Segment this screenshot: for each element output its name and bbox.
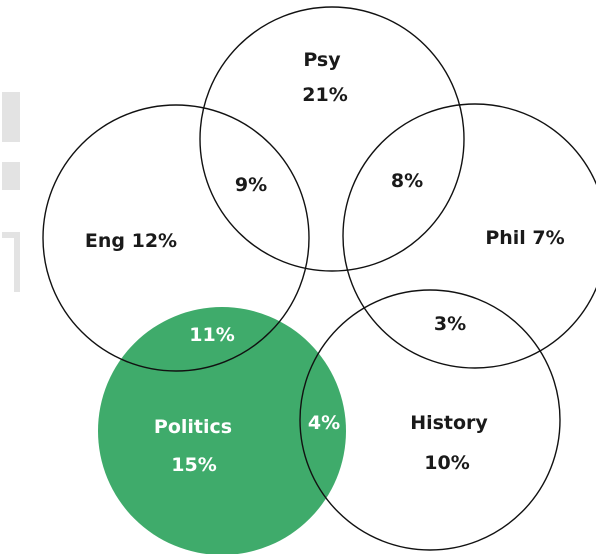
psy-name-label: Psy [303, 49, 341, 71]
phil-label: Phil 7% [485, 227, 564, 249]
psy-circle [199, 6, 465, 272]
artifact-block-1 [2, 92, 20, 142]
phil-history-overlap-label: 3% [434, 313, 466, 335]
history-value-label: 10% [424, 452, 469, 474]
psy-eng-overlap-label: 9% [235, 174, 267, 196]
politics-value-label: 15% [171, 454, 216, 476]
artifact-block-3 [2, 232, 20, 238]
artifact-block-4 [14, 232, 20, 292]
left-edge-artifacts [2, 92, 20, 292]
politics-name-label: Politics [154, 416, 232, 438]
artifact-block-2 [2, 162, 20, 190]
psy-value-label: 21% [302, 84, 347, 106]
politics-history-overlap-label: 4% [308, 412, 340, 434]
history-circle [299, 289, 561, 551]
eng-label: Eng 12% [85, 230, 177, 252]
psy-phil-overlap-label: 8% [391, 170, 423, 192]
politics-circle [98, 307, 346, 554]
phil-circle [342, 103, 596, 369]
eng-politics-overlap-label: 11% [189, 324, 234, 346]
eng-circle [42, 104, 310, 372]
history-name-label: History [410, 412, 488, 434]
